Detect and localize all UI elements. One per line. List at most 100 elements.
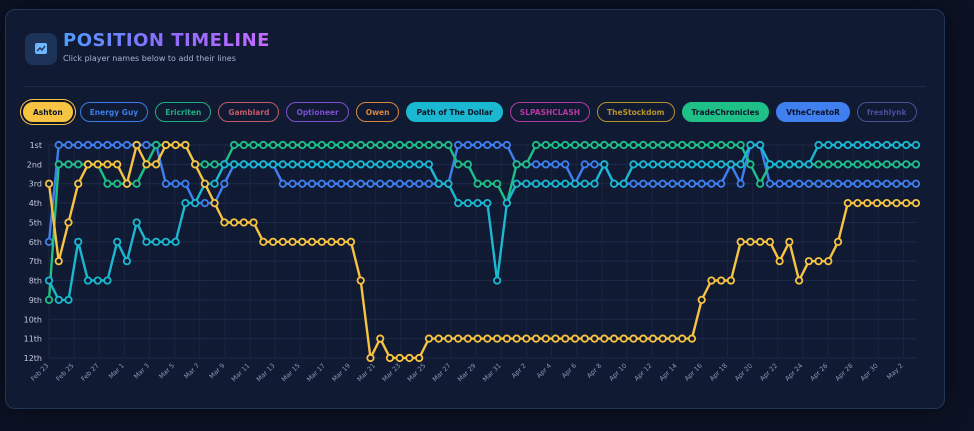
data-point-vthecreator (580, 160, 589, 169)
data-point-path-of-the-dollar (113, 237, 122, 246)
data-point-tradechronicles (726, 140, 736, 150)
data-point-ashton (561, 334, 570, 343)
data-point-ashton (483, 334, 492, 343)
player-chip-thestockdom[interactable]: TheStockdom (597, 102, 675, 122)
data-point-tradechronicles (658, 140, 667, 150)
data-point-path-of-the-dollar (882, 140, 891, 150)
data-point-ashton (181, 140, 190, 150)
data-point-tradechronicles (113, 179, 122, 188)
player-chip-optioneer[interactable]: Optioneer (286, 102, 349, 122)
data-point-vthecreator (658, 179, 667, 188)
data-point-ashton (911, 198, 921, 208)
data-point-vthecreator (697, 179, 706, 188)
data-point-tradechronicles (103, 179, 112, 188)
data-point-tradechronicles (288, 140, 297, 150)
data-point-vthecreator (83, 140, 93, 150)
player-chip-vthecreator[interactable]: VtheCreatoR (776, 102, 850, 122)
data-point-tradechronicles (200, 160, 209, 169)
data-point-ashton (424, 334, 434, 343)
data-point-ashton (152, 160, 161, 169)
y-tick-label: 5th (29, 218, 42, 227)
data-point-ashton (726, 276, 736, 285)
player-chip-gamblard[interactable]: Gamblard (218, 102, 280, 122)
data-point-tradechronicles (551, 140, 560, 150)
data-point-ashton (522, 334, 531, 343)
data-point-ashton (122, 179, 132, 188)
data-point-vthecreator (376, 179, 385, 188)
player-chip-ashton[interactable]: Ashton (23, 102, 73, 122)
data-point-vthecreator (103, 140, 112, 150)
data-point-tradechronicles (678, 140, 687, 150)
data-point-ashton (804, 257, 813, 266)
data-point-tradechronicles (668, 140, 677, 150)
player-chip-slpashclash[interactable]: SLPASHCLASH (509, 102, 591, 122)
data-point-vthecreator (161, 179, 170, 188)
data-point-ashton (746, 237, 755, 246)
data-point-ashton (736, 237, 745, 246)
page-title: POSITION TIMELINE (63, 30, 270, 51)
data-point-path-of-the-dollar (103, 276, 112, 285)
data-point-ashton (707, 276, 716, 285)
player-chip-tradechronicles[interactable]: TradeChronicles (681, 102, 770, 122)
data-point-ashton (785, 237, 794, 246)
data-point-ashton (268, 237, 278, 246)
data-point-tradechronicles (366, 140, 375, 150)
x-tick-label: Apr 14 (658, 362, 679, 383)
data-point-tradechronicles (493, 179, 502, 188)
data-point-vthecreator (911, 179, 921, 188)
data-point-path-of-the-dollar (268, 160, 278, 169)
data-point-ashton (346, 237, 356, 246)
data-point-path-of-the-dollar (405, 160, 414, 169)
data-point-ashton (444, 334, 453, 343)
data-point-ashton (619, 334, 628, 343)
data-point-vthecreator (307, 179, 317, 188)
data-point-path-of-the-dollar (278, 160, 287, 169)
data-point-ashton (824, 257, 833, 266)
data-point-path-of-the-dollar (210, 179, 219, 188)
data-point-tradechronicles (570, 140, 580, 150)
player-chip-freshlynk[interactable]: freshlynk (856, 102, 917, 122)
x-tick-label: Mar 23 (381, 362, 403, 384)
data-point-path-of-the-dollar (142, 237, 151, 246)
data-point-vthecreator (668, 179, 677, 188)
data-point-ashton (191, 160, 200, 169)
data-point-tradechronicles (541, 140, 550, 150)
player-chip-list: Ashton Energy Guy Ericriten Gamblard Optione… (23, 102, 917, 122)
data-point-tradechronicles (609, 140, 619, 150)
data-point-ashton (74, 179, 83, 188)
x-tick-label: Apr 12 (633, 362, 654, 383)
x-tick-label: Mar 25 (406, 362, 428, 384)
y-tick-label: 4th (29, 199, 42, 208)
player-chip-energy-guy[interactable]: Energy Guy (79, 102, 149, 122)
data-point-path-of-the-dollar (454, 198, 463, 208)
data-point-path-of-the-dollar (678, 160, 687, 169)
data-point-path-of-the-dollar (570, 179, 580, 188)
data-point-vthecreator (648, 179, 658, 188)
data-point-path-of-the-dollar (434, 179, 443, 188)
player-chip-ericriten[interactable]: Ericriten (155, 102, 212, 122)
data-point-path-of-the-dollar (795, 160, 804, 169)
data-point-path-of-the-dollar (54, 295, 63, 305)
data-point-path-of-the-dollar (181, 198, 190, 208)
data-point-path-of-the-dollar (346, 160, 356, 169)
data-point-vthecreator (142, 140, 151, 150)
data-point-tradechronicles (268, 140, 278, 150)
data-point-ashton (648, 334, 658, 343)
player-chip-path-of-the-dollar[interactable]: Path of The Dollar (406, 102, 503, 122)
data-point-vthecreator (200, 198, 209, 208)
data-point-tradechronicles (814, 160, 823, 169)
data-point-vthecreator (278, 179, 287, 188)
x-tick-label: Mar 11 (230, 362, 252, 384)
data-point-vthecreator (687, 179, 697, 188)
data-point-tradechronicles (307, 140, 317, 150)
data-point-vthecreator (804, 179, 813, 188)
data-point-tradechronicles (522, 160, 531, 169)
player-chip-owen[interactable]: Owen (355, 102, 400, 122)
x-tick-label: Mar 1 (107, 362, 126, 381)
data-point-ashton (580, 334, 589, 343)
data-point-path-of-the-dollar (814, 140, 823, 150)
data-point-tradechronicles (356, 140, 365, 150)
data-point-ashton (210, 198, 219, 208)
data-point-tradechronicles (405, 140, 414, 150)
x-tick-label: Feb 23 (29, 362, 50, 383)
